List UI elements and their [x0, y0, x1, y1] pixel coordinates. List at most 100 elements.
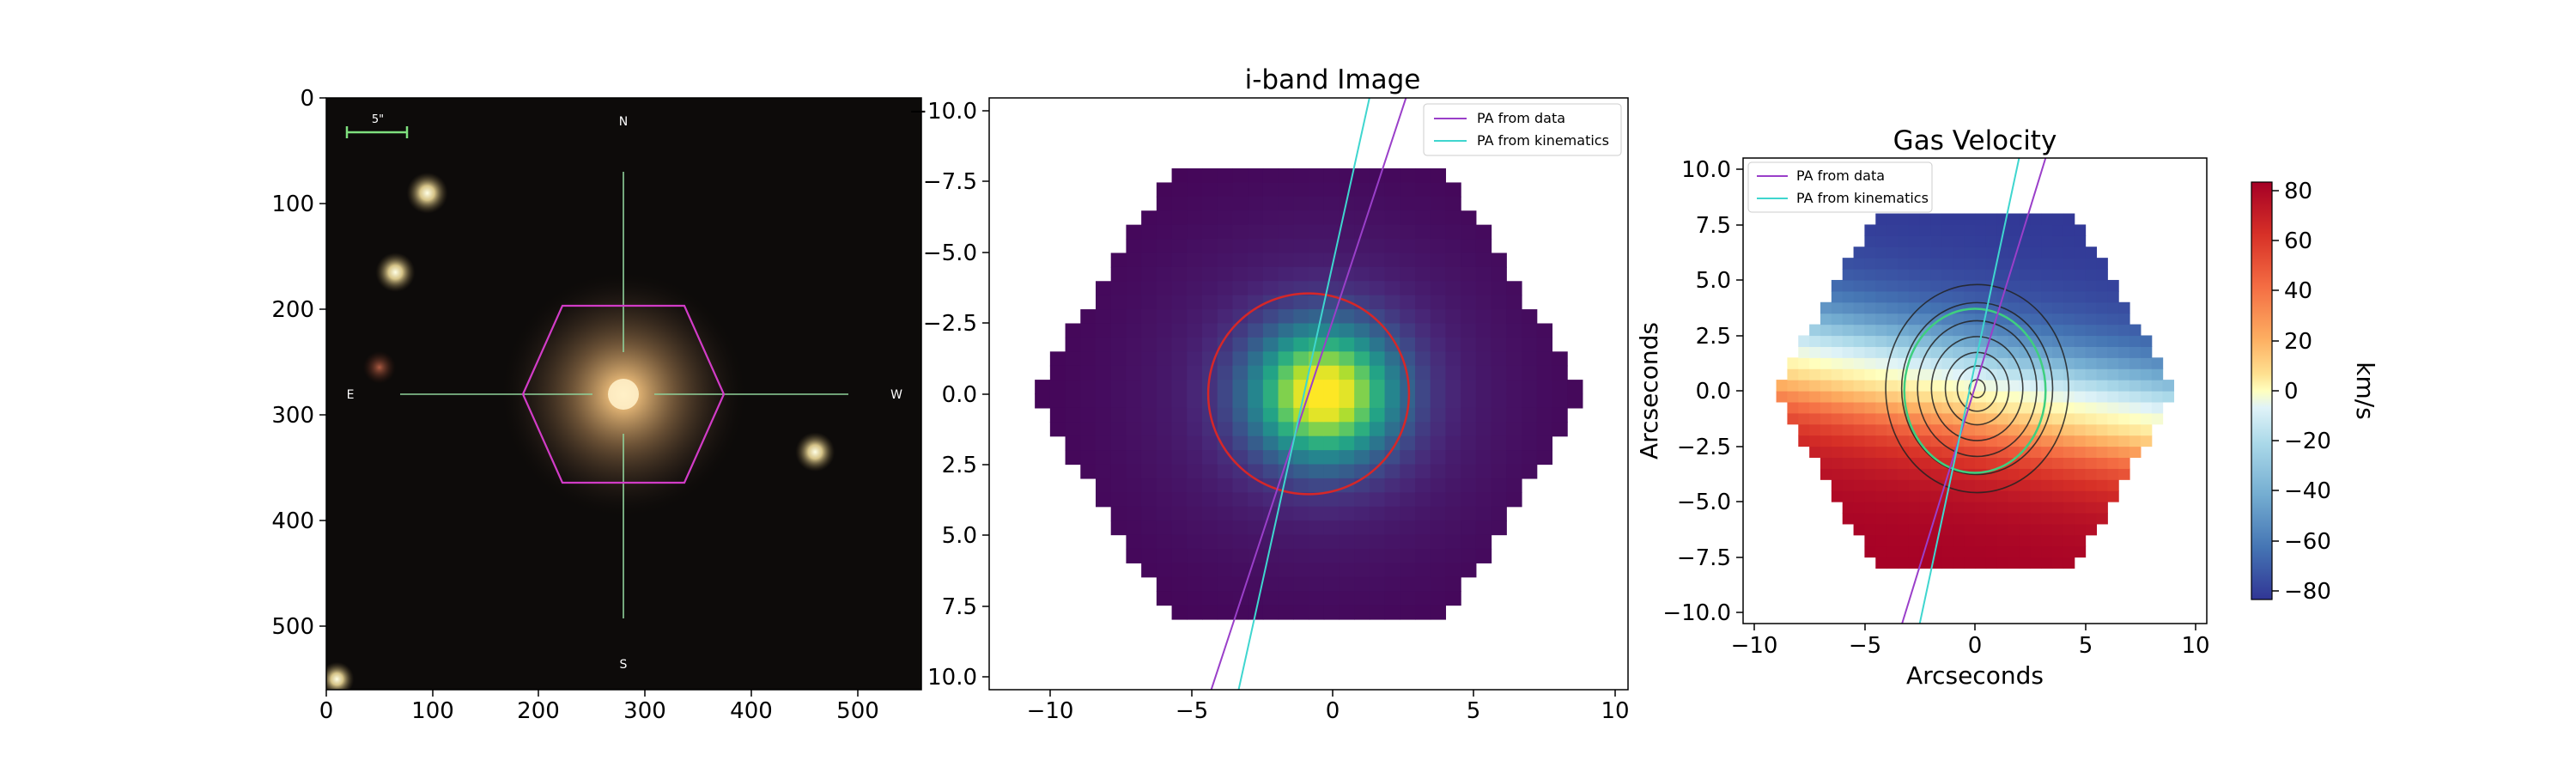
iband-pixel: [1430, 450, 1447, 466]
velocity-pixel: [2041, 412, 2053, 425]
iband-pixel: [1141, 548, 1157, 563]
iband-pixel: [1141, 506, 1157, 521]
velocity-pixel: [2041, 479, 2053, 491]
iband-pixel: [1035, 380, 1051, 395]
velocity-pixel: [1898, 523, 1910, 536]
iband-pixel: [1506, 323, 1522, 338]
velocity-pixel: [2085, 468, 2098, 480]
iband-pixel: [1065, 323, 1081, 338]
iband-pixel: [1384, 478, 1400, 493]
iband-pixel: [1323, 464, 1340, 479]
iband-pixel: [1552, 393, 1568, 409]
velocity-pixel: [2096, 279, 2108, 292]
sky-y-tick: 100: [271, 192, 314, 217]
iband-pixel: [1232, 407, 1249, 423]
iband-pixel: [1354, 450, 1370, 466]
velocity-pixel: [2019, 324, 2031, 337]
velocity-pixel: [1886, 235, 1899, 247]
iband-pixel: [1309, 478, 1325, 493]
velocity-pixel: [2052, 512, 2064, 525]
iband-pixel: [1536, 393, 1553, 409]
iband-pixel: [1430, 478, 1447, 493]
iband-pixel: [1461, 393, 1477, 409]
iband-pixel: [1096, 407, 1112, 423]
iband-pixel: [1262, 168, 1279, 184]
sky-x-tick: 500: [836, 698, 879, 724]
velocity-pixel: [1996, 490, 2009, 502]
iband-pixel: [1202, 435, 1218, 451]
iband-pixel: [1217, 492, 1234, 508]
velocity-pixel: [1864, 468, 1876, 480]
iband-pixel: [1339, 380, 1355, 395]
velocity-pixel: [2129, 435, 2142, 447]
velocity-pixel: [1975, 290, 1987, 303]
velocity-pixel: [1930, 457, 1943, 469]
iband-pixel: [1096, 351, 1112, 367]
velocity-pixel: [1985, 401, 1998, 414]
iband-pixel: [1171, 407, 1188, 423]
velocity-pixel: [2118, 335, 2130, 347]
velocity-pixel: [2118, 391, 2130, 403]
iband-pixel: [1156, 464, 1173, 479]
flux-contour: [1885, 283, 2069, 494]
velocity-pixel: [2008, 213, 2020, 226]
iband-pixel: [1323, 196, 1340, 211]
velocity-pixel: [1875, 401, 1887, 414]
velocity-pixel: [1898, 290, 1910, 303]
velocity-pixel: [1996, 258, 2009, 270]
iband-pixel: [1262, 563, 1279, 578]
velocity-pixel: [1930, 235, 1943, 247]
velocity-pixel: [2008, 335, 2020, 347]
iband-pixel: [1415, 253, 1431, 268]
gas-legend: PA from data PA from kinematics: [1747, 161, 1933, 213]
iband-pixel: [1461, 224, 1477, 240]
velocity-pixel: [1975, 534, 1987, 547]
velocity-pixel: [2085, 346, 2098, 358]
velocity-pixel: [1919, 457, 1932, 469]
velocity-pixel: [2096, 357, 2108, 369]
iband-x-tick: 0: [1326, 698, 1340, 724]
velocity-pixel: [1964, 512, 1976, 525]
gas-x-tick: 5: [2079, 633, 2093, 659]
iband-pixel: [1202, 591, 1218, 606]
velocity-pixel: [1996, 523, 2009, 536]
velocity-pixel: [1941, 412, 1953, 425]
velocity-pixel: [2096, 479, 2108, 491]
velocity-pixel: [1886, 213, 1899, 226]
iband-pixel: [1065, 393, 1081, 409]
velocity-pixel: [1941, 380, 1953, 392]
velocity-pixel: [1898, 423, 1910, 436]
velocity-pixel: [1908, 557, 1921, 569]
velocity-pixel: [2074, 479, 2087, 491]
velocity-pixel: [1898, 512, 1910, 525]
velocity-pixel: [1919, 391, 1932, 403]
iband-pixel: [1232, 478, 1249, 493]
iband-pixel: [1384, 351, 1400, 367]
iband-pixel: [1536, 422, 1553, 437]
velocity-pixel: [2008, 446, 2020, 459]
flux-contour: [1917, 320, 2038, 458]
colorbar-gradient: [2251, 181, 2273, 600]
iband-pixel: [1400, 548, 1416, 563]
iband-pixel: [1430, 380, 1447, 395]
velocity-pixel: [1941, 435, 1953, 447]
iband-y-tick: 7.5: [942, 594, 977, 620]
velocity-pixel: [1853, 512, 1866, 525]
iband-pixel: [1248, 422, 1264, 437]
velocity-pixel: [1930, 435, 1943, 447]
iband-pixel: [1262, 309, 1279, 325]
iband-pixel: [1522, 464, 1538, 479]
iband-pixel: [1217, 576, 1234, 592]
iband-pixel: [1080, 309, 1097, 325]
iband-y-tick: −2.5: [923, 311, 977, 337]
velocity-pixel: [1908, 380, 1921, 392]
iband-pixel: [1217, 196, 1234, 211]
velocity-pixel: [2118, 412, 2130, 425]
flux-contour: [1930, 336, 2024, 441]
velocity-pixel: [2041, 213, 2053, 226]
iband-pixel: [1096, 393, 1112, 409]
velocity-pixel: [2052, 446, 2064, 459]
iband-pixel: [1445, 337, 1461, 352]
velocity-pixel: [1930, 346, 1943, 358]
iband-pixel: [1217, 407, 1234, 423]
